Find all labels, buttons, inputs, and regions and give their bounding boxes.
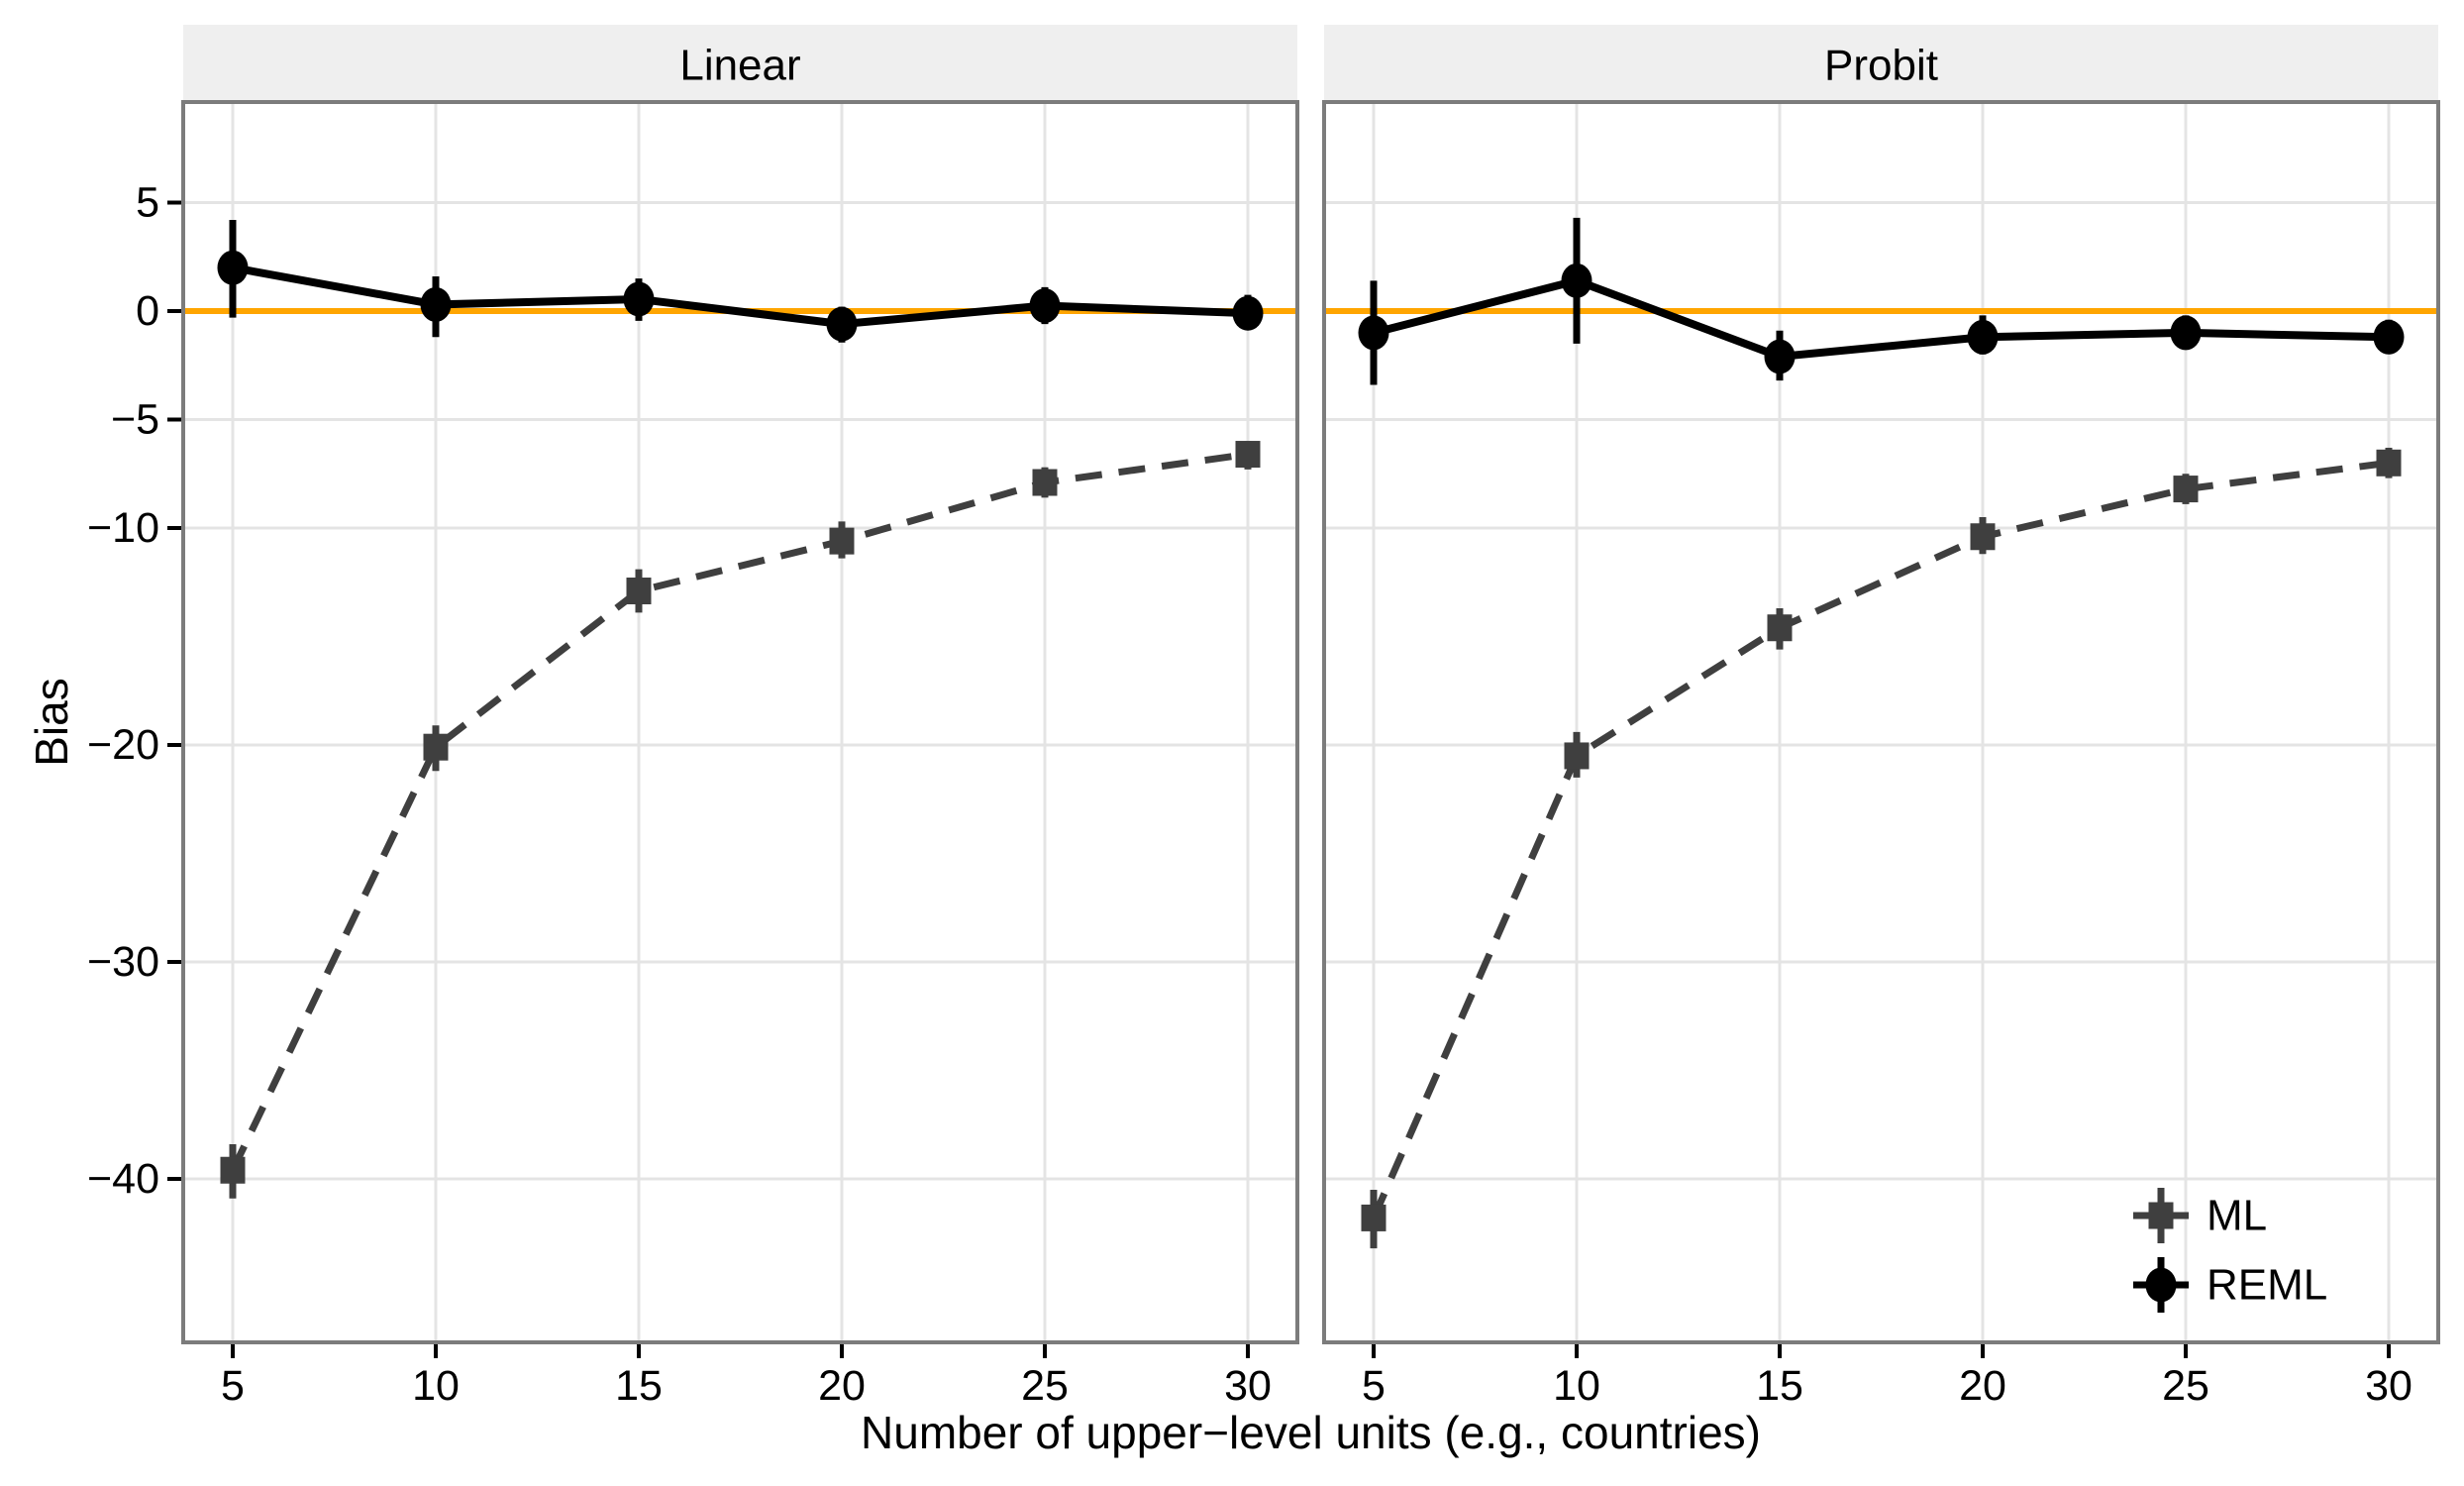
reml-point: [623, 281, 655, 317]
x-tick-label: 25: [2162, 1362, 2209, 1410]
x-tick-label: 30: [1224, 1362, 1272, 1410]
x-tick-label: 20: [1959, 1362, 2006, 1410]
reml-line: [1373, 276, 2390, 362]
reml-point: [1358, 315, 1389, 351]
legend-key-circle: [2145, 1267, 2177, 1303]
panel-linear: Linear 5 10 15 20 25 30: [181, 25, 1299, 1410]
facet-strip: [1324, 25, 2438, 102]
y-tick-label: −20: [87, 721, 159, 769]
ml-point: [1970, 523, 1996, 551]
ml-point: [1032, 469, 1058, 496]
y-tick-label: −5: [111, 396, 159, 444]
reml-point: [826, 306, 858, 342]
x-axis-title: Number of upper−level units (e.g., count…: [861, 1407, 1761, 1458]
reml-point: [2170, 315, 2202, 351]
y-tick-label: 5: [136, 179, 159, 227]
facet-strip-label: Linear: [679, 42, 800, 90]
x-tick-label: 15: [1756, 1362, 1803, 1410]
x-tick-label: 10: [1553, 1362, 1600, 1410]
y-tick-label: −30: [87, 938, 159, 986]
panel-border: [1322, 100, 2440, 1344]
ml-point: [423, 733, 449, 761]
ml-line: [229, 451, 1249, 1172]
y-axis-title: Bias: [26, 678, 77, 766]
x-tick-label: 10: [412, 1362, 460, 1410]
reml-point: [1232, 295, 1264, 331]
ml-point: [1564, 742, 1590, 770]
reml-point: [1764, 339, 1796, 374]
reml-point: [217, 250, 249, 285]
panel-border: [181, 100, 1299, 1344]
reml-point: [1967, 319, 1999, 355]
panel-background: [1324, 102, 2438, 1342]
ml-point: [2173, 476, 2199, 503]
x-tick-label: 30: [2365, 1362, 2413, 1410]
legend-item-reml: REML: [2133, 1257, 2327, 1313]
x-tick-label: 5: [1362, 1362, 1386, 1410]
facet-strip-label: Probit: [1824, 42, 1938, 90]
ml-point: [829, 527, 855, 555]
ml-point: [1235, 441, 1261, 469]
y-tick-label: −10: [87, 504, 159, 552]
y-tick-label: 0: [136, 287, 159, 335]
reml-point: [1561, 263, 1592, 298]
x-tick-label: 5: [221, 1362, 245, 1410]
reml-point: [420, 286, 452, 322]
reml-point: [1029, 288, 1061, 324]
ml-point: [2376, 449, 2402, 477]
ml-point: [220, 1156, 246, 1184]
reml-line: [232, 264, 1249, 329]
legend-item-ml: ML: [2133, 1188, 2267, 1243]
legend-key-square: [2148, 1202, 2174, 1229]
x-tick-label: 25: [1021, 1362, 1069, 1410]
ml-point: [626, 578, 652, 605]
reml-point: [2373, 319, 2405, 355]
y-tick-label: −40: [87, 1155, 159, 1203]
ml-point: [1361, 1204, 1386, 1231]
x-tick-label: 20: [818, 1362, 866, 1410]
panel-probit: Probit 5 10 15 20 25 30: [1322, 25, 2440, 1410]
legend-label: ML: [2207, 1192, 2267, 1240]
legend: ML REML: [2133, 1188, 2327, 1313]
legend-label: REML: [2207, 1261, 2327, 1310]
facet-strip: [183, 25, 1297, 102]
x-tick-label: 15: [615, 1362, 663, 1410]
ml-point: [1767, 614, 1793, 642]
